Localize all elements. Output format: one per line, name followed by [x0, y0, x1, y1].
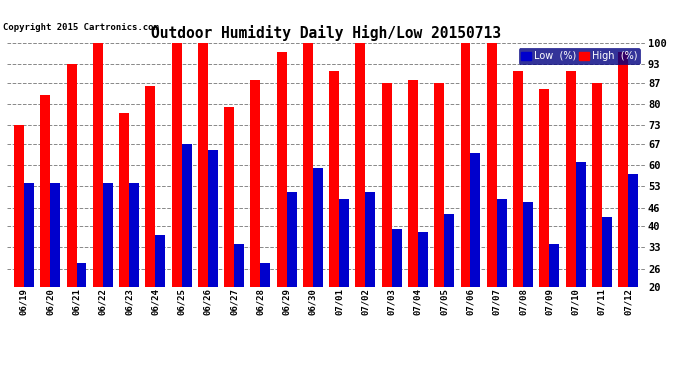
Bar	[339, 198, 349, 348]
Title: Outdoor Humidity Daily High/Low 20150713: Outdoor Humidity Daily High/Low 20150713	[151, 25, 501, 40]
Bar	[24, 183, 34, 348]
Bar	[303, 43, 313, 348]
Bar	[392, 229, 402, 348]
Bar	[181, 144, 192, 348]
Bar	[119, 113, 129, 348]
Bar	[77, 262, 86, 348]
Bar	[471, 153, 480, 348]
Bar	[566, 70, 575, 348]
Bar	[355, 43, 366, 348]
Bar	[618, 52, 628, 348]
Bar	[575, 162, 586, 348]
Bar	[224, 107, 234, 348]
Bar	[66, 64, 77, 348]
Bar	[277, 52, 286, 348]
Bar	[628, 174, 638, 348]
Bar	[497, 198, 506, 348]
Bar	[129, 183, 139, 348]
Bar	[549, 244, 560, 348]
Bar	[208, 150, 218, 348]
Bar	[434, 83, 444, 348]
Bar	[523, 202, 533, 348]
Bar	[172, 43, 181, 348]
Bar	[444, 214, 454, 348]
Bar	[250, 80, 260, 348]
Bar	[260, 262, 270, 348]
Bar	[602, 217, 612, 348]
Bar	[14, 125, 24, 348]
Bar	[460, 43, 471, 348]
Bar	[40, 95, 50, 348]
Bar	[286, 192, 297, 348]
Bar	[234, 244, 244, 348]
Legend: Low  (%), High  (%): Low (%), High (%)	[518, 48, 640, 64]
Bar	[513, 70, 523, 348]
Bar	[418, 232, 428, 348]
Text: Copyright 2015 Cartronics.com: Copyright 2015 Cartronics.com	[3, 23, 159, 32]
Bar	[155, 235, 166, 348]
Bar	[366, 192, 375, 348]
Bar	[329, 70, 339, 348]
Bar	[313, 168, 323, 348]
Bar	[408, 80, 418, 348]
Bar	[50, 183, 60, 348]
Bar	[103, 183, 112, 348]
Bar	[382, 83, 392, 348]
Bar	[592, 83, 602, 348]
Bar	[146, 86, 155, 348]
Bar	[198, 43, 208, 348]
Bar	[540, 89, 549, 348]
Bar	[92, 43, 103, 348]
Bar	[486, 43, 497, 348]
